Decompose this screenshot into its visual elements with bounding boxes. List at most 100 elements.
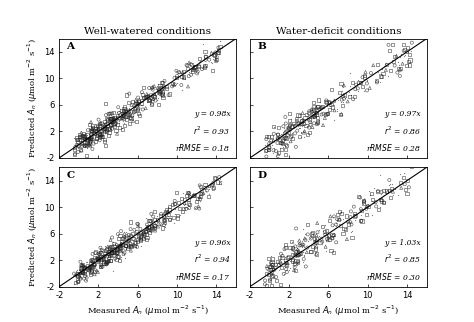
Point	[115, 247, 123, 252]
Point	[98, 249, 105, 254]
Point	[122, 109, 129, 114]
Point	[301, 232, 309, 237]
Point	[114, 254, 122, 259]
Point	[123, 234, 130, 239]
Point	[139, 85, 147, 90]
Point	[146, 98, 154, 103]
Point	[266, 277, 274, 282]
Point	[271, 289, 278, 295]
Point	[84, 128, 91, 133]
Point	[209, 182, 217, 187]
Point	[283, 129, 291, 135]
Point	[180, 203, 188, 208]
Point	[120, 251, 128, 257]
Point	[78, 270, 85, 276]
Point	[82, 265, 90, 270]
Point	[128, 242, 136, 247]
Point	[212, 57, 220, 62]
Point	[317, 108, 324, 113]
Point	[130, 227, 138, 232]
Point	[88, 261, 95, 267]
Point	[174, 213, 182, 219]
Point	[299, 242, 306, 247]
Point	[213, 50, 221, 55]
Point	[319, 239, 326, 244]
Point	[73, 137, 81, 142]
Point	[89, 125, 97, 130]
Point	[263, 154, 270, 159]
Point	[85, 136, 93, 141]
Point	[103, 259, 110, 264]
Point	[287, 134, 294, 139]
Point	[183, 66, 191, 71]
Point	[95, 254, 103, 259]
Point	[100, 120, 108, 125]
Point	[147, 226, 155, 232]
Point	[156, 91, 164, 97]
Point	[215, 52, 222, 57]
Point	[280, 140, 287, 146]
Point	[74, 149, 82, 155]
Point	[267, 267, 274, 272]
Point	[130, 102, 138, 108]
Point	[288, 124, 295, 129]
Point	[137, 226, 144, 232]
Point	[194, 64, 202, 69]
Point	[279, 141, 286, 146]
Point	[361, 198, 368, 203]
Point	[277, 140, 285, 146]
Point	[352, 87, 359, 92]
Point	[148, 225, 156, 230]
Point	[151, 223, 159, 228]
Point	[94, 256, 102, 261]
Point	[101, 137, 109, 142]
Point	[313, 221, 321, 226]
Point	[270, 124, 277, 129]
Point	[127, 115, 134, 120]
Point	[313, 112, 320, 118]
Point	[127, 244, 135, 250]
Point	[76, 274, 84, 279]
Point	[155, 89, 163, 94]
Point	[282, 147, 289, 152]
Point	[291, 261, 298, 266]
Point	[148, 224, 155, 229]
Point	[83, 274, 91, 279]
Point	[111, 247, 118, 252]
Point	[374, 62, 381, 67]
Point	[285, 268, 293, 273]
Point	[110, 123, 118, 128]
Point	[88, 136, 96, 141]
Point	[99, 264, 106, 269]
Point	[310, 114, 318, 119]
Point	[130, 108, 137, 113]
Point	[145, 93, 153, 98]
Point	[147, 224, 155, 230]
Point	[132, 96, 139, 101]
Point	[296, 125, 304, 130]
Point	[338, 84, 346, 89]
Point	[128, 109, 135, 114]
Point	[401, 187, 409, 192]
Point	[71, 145, 79, 150]
Point	[307, 114, 314, 119]
Point	[293, 248, 301, 253]
Point	[312, 251, 320, 257]
Point	[265, 140, 273, 145]
Point	[185, 198, 193, 203]
Point	[171, 202, 179, 207]
Point	[385, 42, 392, 47]
Point	[289, 247, 296, 252]
Point	[86, 133, 94, 138]
Point	[283, 262, 290, 268]
Point	[347, 229, 355, 234]
Point	[164, 204, 172, 210]
Point	[264, 147, 272, 152]
Point	[83, 153, 91, 158]
Point	[96, 132, 103, 137]
Point	[118, 127, 126, 132]
Point	[276, 260, 284, 265]
Point	[350, 94, 358, 99]
Point	[285, 123, 293, 128]
Point	[94, 258, 102, 263]
